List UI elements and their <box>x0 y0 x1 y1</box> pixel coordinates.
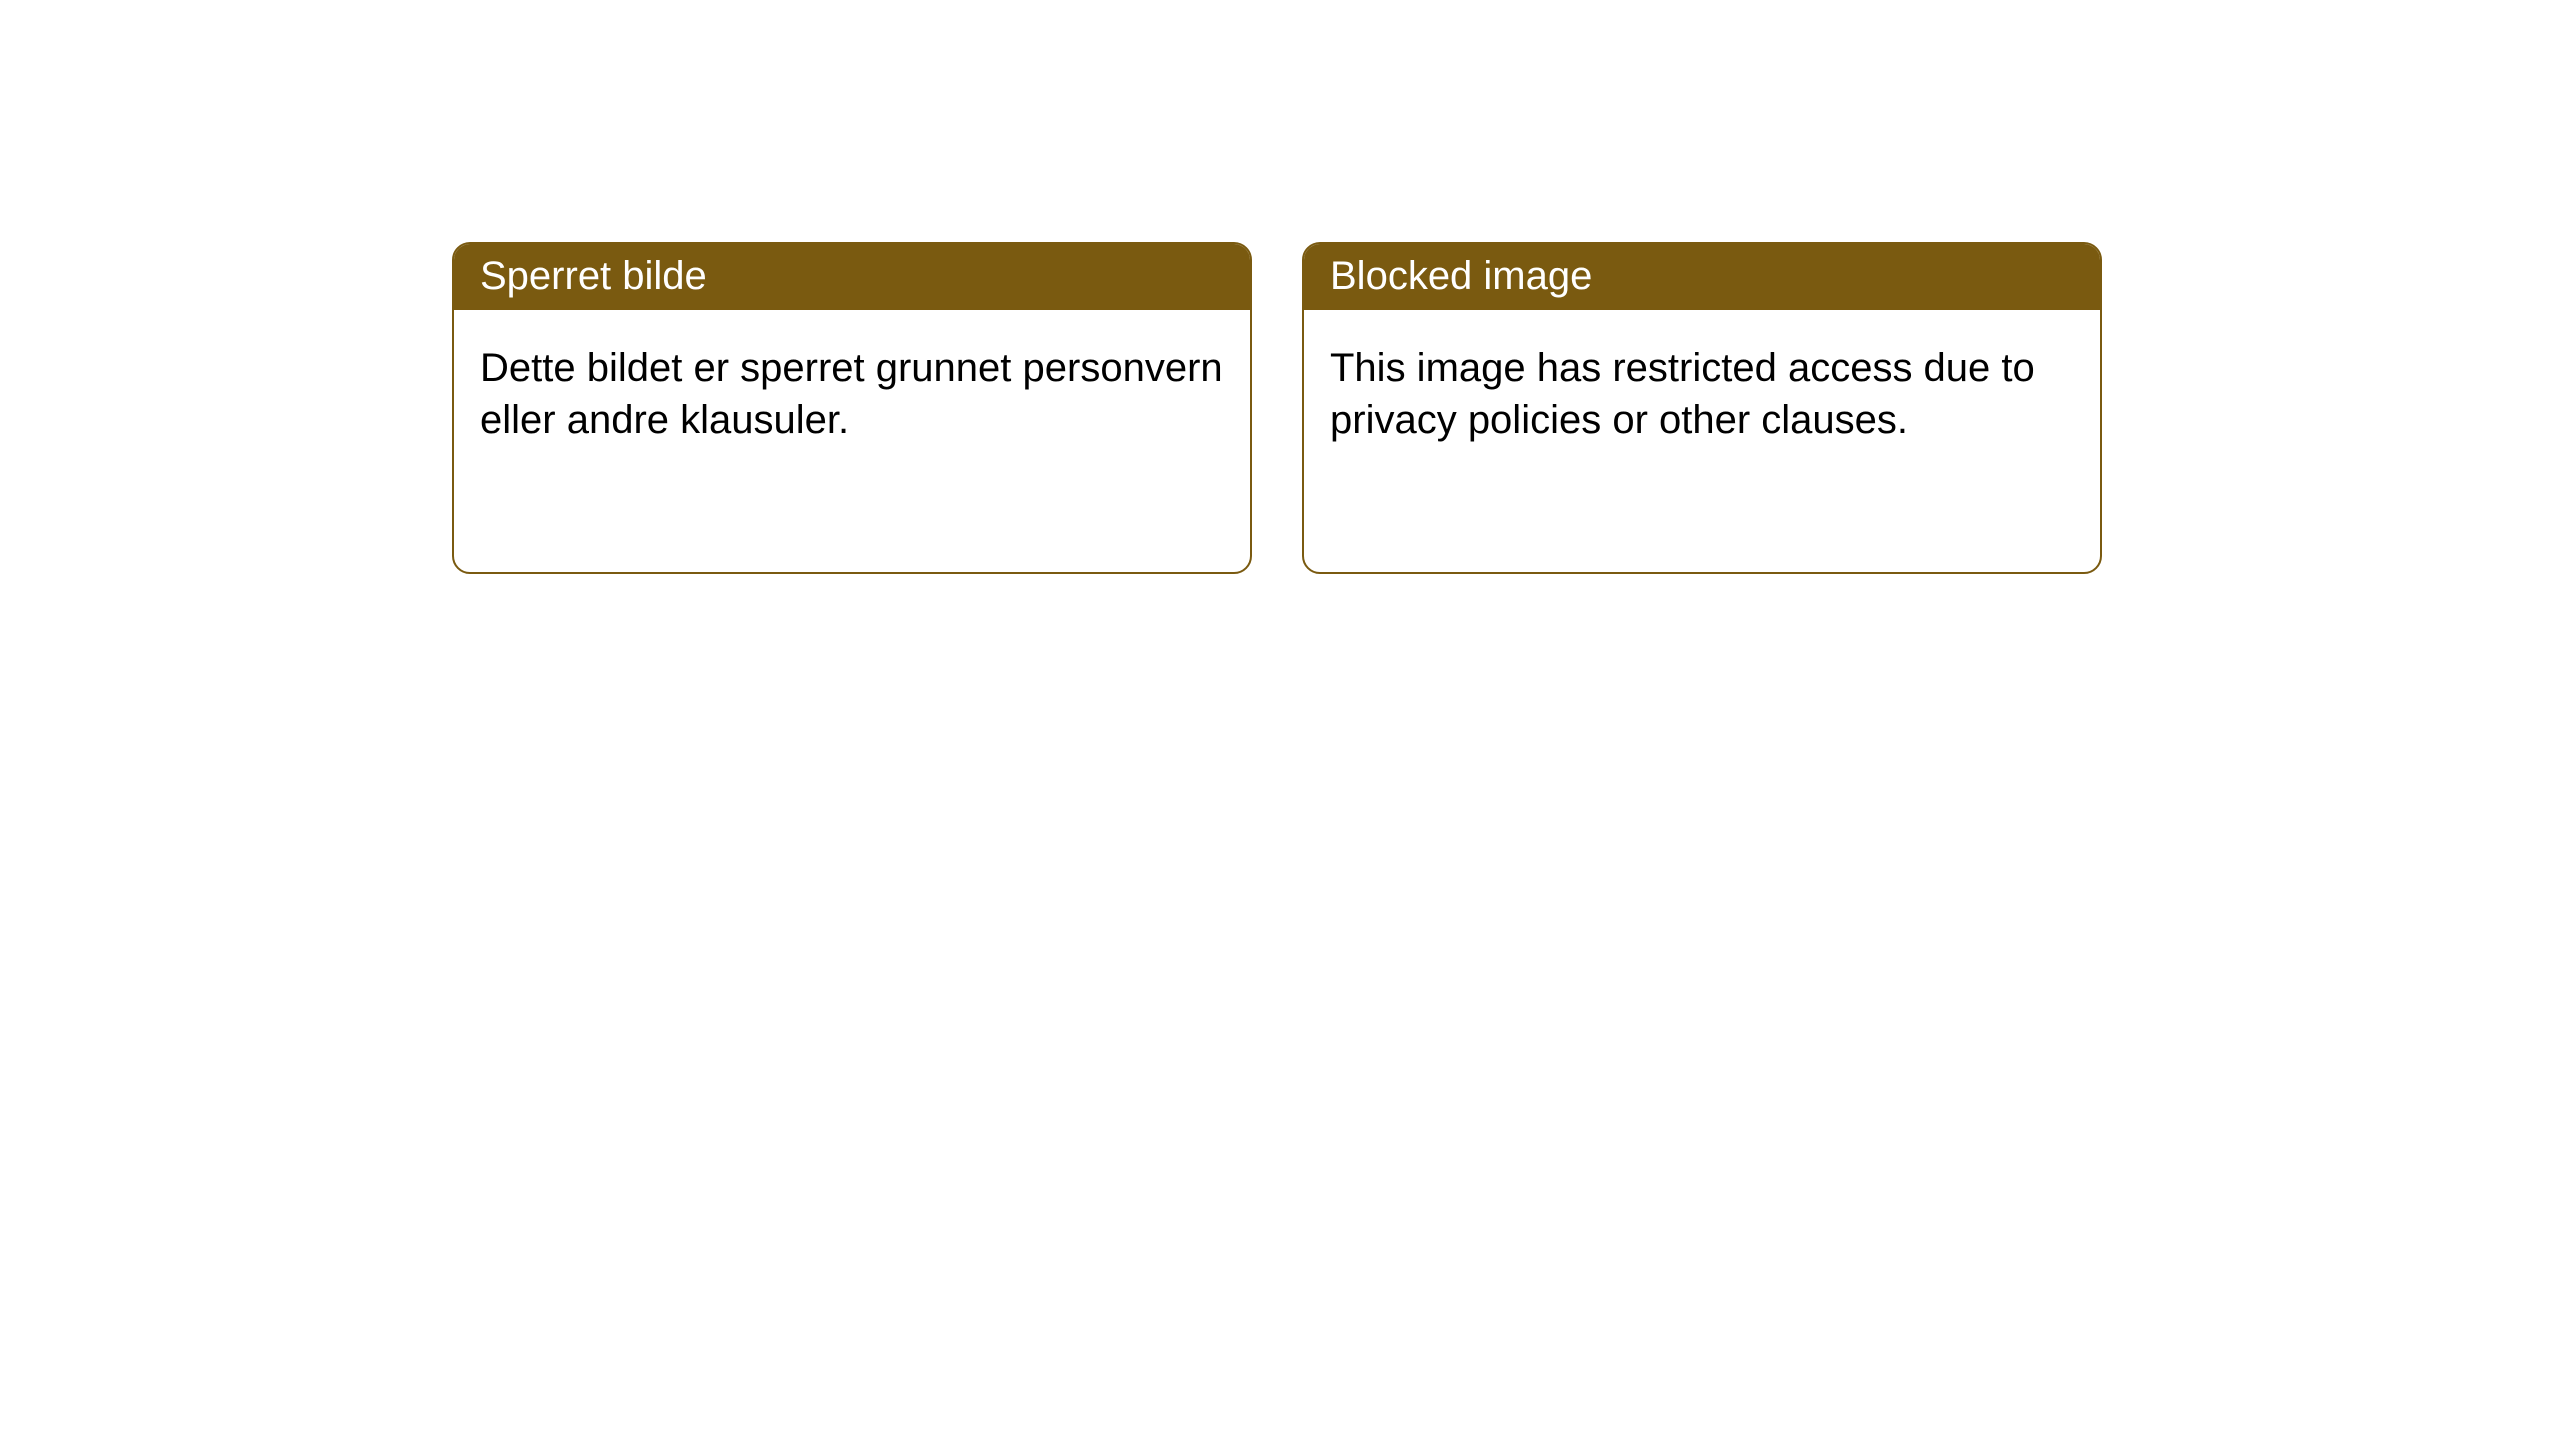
card-header: Sperret bilde <box>454 244 1250 310</box>
card-body: This image has restricted access due to … <box>1304 310 2100 478</box>
card-header: Blocked image <box>1304 244 2100 310</box>
blocked-image-card-no: Sperret bilde Dette bildet er sperret gr… <box>452 242 1252 574</box>
card-body: Dette bildet er sperret grunnet personve… <box>454 310 1250 478</box>
notice-container: Sperret bilde Dette bildet er sperret gr… <box>0 0 2560 574</box>
blocked-image-card-en: Blocked image This image has restricted … <box>1302 242 2102 574</box>
